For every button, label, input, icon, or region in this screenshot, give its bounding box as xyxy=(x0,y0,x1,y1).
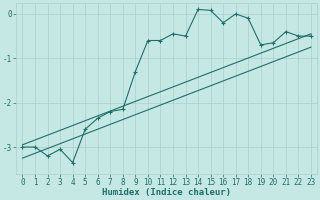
X-axis label: Humidex (Indice chaleur): Humidex (Indice chaleur) xyxy=(102,188,231,197)
